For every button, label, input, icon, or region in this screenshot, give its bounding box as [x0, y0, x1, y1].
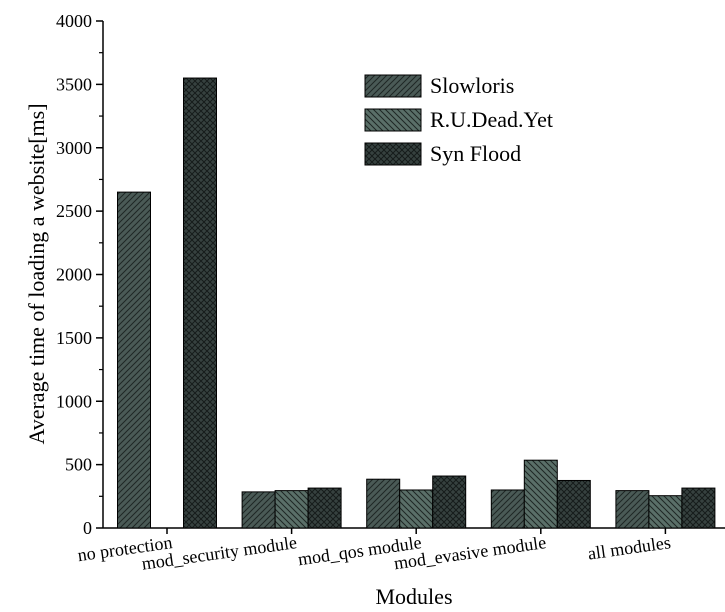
bar-r-u-dead-yet-3: [523, 459, 558, 529]
legend-label: R.U.Dead.Yet: [430, 107, 553, 132]
y-tick-label: 0: [83, 518, 92, 538]
legend-swatch-slowloris: [364, 74, 422, 98]
bars-group: [117, 77, 716, 529]
bar-syn-flood-1: [307, 487, 342, 529]
y-tick-label: 4000: [56, 11, 92, 31]
axes: 0 500 1000 1500 2000 2500 3000 3500 4000: [56, 11, 725, 538]
x-axis-title: Modules: [376, 584, 453, 609]
bar-syn-flood-0: [183, 77, 217, 529]
y-tick-label: 1500: [56, 328, 92, 348]
legend: Slowloris R.U.Dead.Yet Syn Flood: [364, 73, 553, 166]
legend-swatch-syn-flood: [364, 142, 422, 166]
bar-r-u-dead-yet-1: [274, 490, 309, 529]
legend-label: Syn Flood: [430, 141, 521, 166]
y-tick-label: 2500: [56, 201, 92, 221]
y-tick-label: 2000: [56, 265, 92, 285]
y-tick-label: 3000: [56, 138, 92, 158]
y-tick-label: 500: [65, 455, 92, 475]
bar-slowloris-2: [366, 478, 401, 529]
bar-r-u-dead-yet-4: [648, 495, 683, 529]
bar-slowloris-3: [490, 489, 525, 529]
bar-r-u-dead-yet-2: [399, 489, 434, 529]
y-tick-label: 1000: [56, 391, 92, 411]
y-tick-label: 3500: [56, 74, 92, 94]
x-tick-label: all modules: [586, 532, 671, 563]
y-axis-title: Average time of loading a website[ms]: [24, 103, 49, 444]
bar-syn-flood-3: [556, 479, 591, 529]
bar-slowloris-4: [615, 490, 650, 529]
bar-syn-flood-2: [432, 475, 467, 529]
legend-swatch-r-u-dead-yet: [364, 108, 422, 132]
legend-label: Slowloris: [430, 73, 514, 98]
bar-syn-flood-4: [681, 487, 716, 529]
bar-slowloris-0: [117, 191, 151, 529]
bar-slowloris-1: [241, 491, 276, 529]
